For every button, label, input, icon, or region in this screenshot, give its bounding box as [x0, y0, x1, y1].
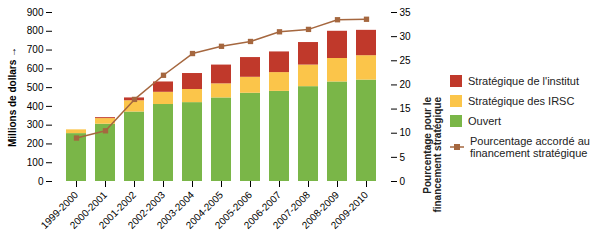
svg-text:15: 15 — [400, 103, 412, 114]
svg-text:300: 300 — [27, 119, 44, 130]
html-text:Pourcentage accordé au finance: Pourcentage accordé au financement strat… — [470, 134, 590, 159]
svg-text:2002-2003: 2002-2003 — [125, 189, 168, 231]
svg-text:2005-2006: 2005-2006 — [212, 189, 255, 231]
svg-text:900: 900 — [27, 7, 44, 18]
html-text:Stratégique des IRSC: Stratégique des IRSC — [468, 94, 575, 107]
svg-text:2004-2005: 2004-2005 — [183, 189, 226, 231]
svg-text:35: 35 — [400, 7, 412, 18]
svg-text:600: 600 — [27, 63, 44, 74]
html-text:Stratégique de l'institut: Stratégique de l'institut — [468, 74, 579, 87]
svg-text:10: 10 — [400, 127, 412, 138]
svg-text:0: 0 — [400, 176, 406, 187]
svg-text:5: 5 — [400, 152, 406, 163]
svg-text:20: 20 — [400, 79, 412, 90]
svg-text:2009-2010: 2009-2010 — [329, 189, 371, 231]
svg-text:Millions de dollars →: Millions de dollars → — [7, 47, 18, 147]
svg-text:100: 100 — [27, 157, 44, 168]
svg-text:800: 800 — [27, 25, 44, 36]
svg-text:700: 700 — [27, 44, 44, 55]
html-text:Ouvert: Ouvert — [468, 114, 501, 127]
svg-text:25: 25 — [400, 55, 412, 66]
svg-text:200: 200 — [27, 138, 44, 149]
svg-text:2008-2009: 2008-2009 — [299, 189, 342, 231]
svg-text:500: 500 — [27, 82, 44, 93]
svg-text:2001-2002: 2001-2002 — [96, 189, 139, 231]
svg-text:2000-2001: 2000-2001 — [67, 189, 110, 231]
svg-text:30: 30 — [400, 31, 412, 42]
svg-text:1999-2000: 1999-2000 — [38, 189, 81, 231]
svg-text:2007-2008: 2007-2008 — [270, 189, 313, 231]
svg-text:2003-2004: 2003-2004 — [154, 189, 197, 231]
svg-text:0: 0 — [38, 176, 44, 187]
svg-text:Pourcentage pour lefinancement: Pourcentage pour lefinancement stratégiq… — [422, 97, 443, 213]
svg-text:2006-2007: 2006-2007 — [241, 189, 284, 231]
svg-text:400: 400 — [27, 101, 44, 112]
